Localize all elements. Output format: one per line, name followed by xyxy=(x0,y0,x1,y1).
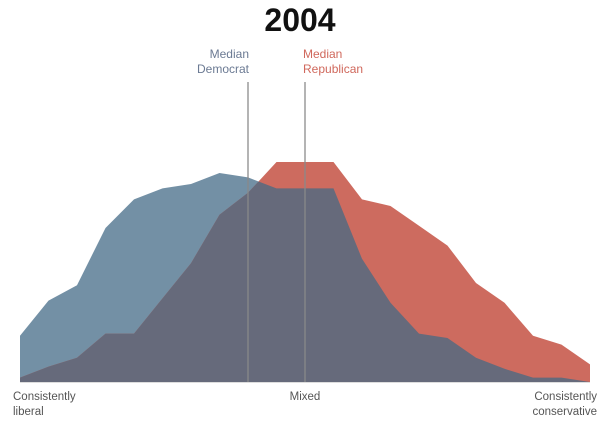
median-democrat-label: Median Democrat xyxy=(197,47,249,77)
median-republican-line1: Median xyxy=(303,47,343,61)
chart-title: 2004 xyxy=(264,2,336,38)
median-democrat-line2: Democrat xyxy=(196,62,249,76)
x-tick-label-mixed: Mixed xyxy=(289,391,321,403)
median-republican-label: Median Republican xyxy=(303,47,363,77)
median-democrat-line1: Median xyxy=(209,47,249,61)
x-tick-label-liberal: Consistently liberal xyxy=(13,391,76,418)
x-tick-label-conservative: Consistently conservative xyxy=(532,391,597,418)
median-republican-line2: Republican xyxy=(303,62,364,76)
